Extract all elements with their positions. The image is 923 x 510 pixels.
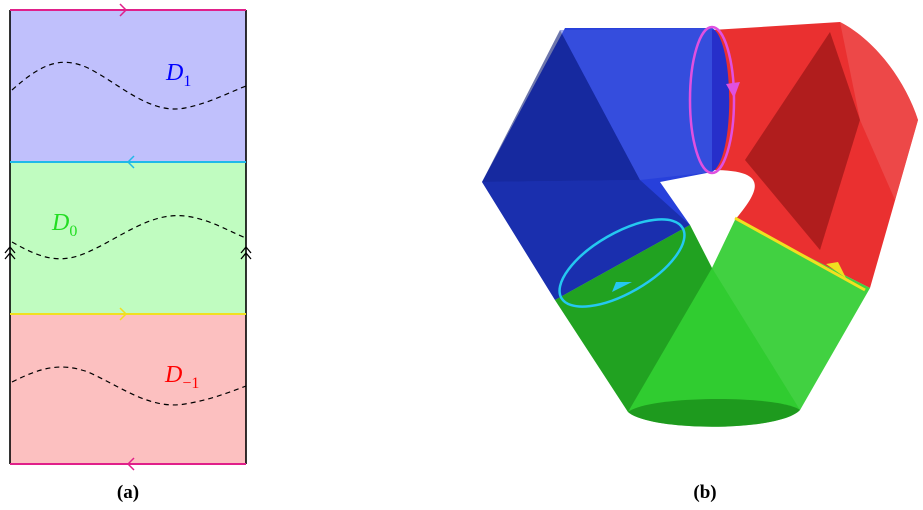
cyan-loop	[558, 218, 686, 308]
label-d0: D0	[51, 210, 77, 240]
panel-a: D1 D0 D−1 (a)	[4, 3, 252, 503]
dashed-curve-d1	[11, 61, 247, 110]
dashed-curve-dminus1	[11, 366, 247, 406]
magenta-loop	[688, 25, 736, 175]
magenta-loop-arrow-icon	[726, 82, 740, 98]
left-double-arrow-icon	[4, 245, 16, 260]
caption-a: (a)	[117, 482, 139, 503]
blue-tube-segment	[482, 28, 730, 300]
boundary-d0-dminus1-arrow-icon	[119, 307, 128, 321]
bottom-boundary-arrow-icon	[126, 457, 135, 471]
caption-b: (b)	[693, 482, 716, 503]
region-d0	[10, 162, 246, 314]
top-boundary-arrow-icon	[119, 3, 128, 17]
right-double-arrow-icon	[240, 245, 252, 260]
yellow-loop	[734, 216, 866, 292]
region-d1	[10, 10, 246, 162]
yellow-loop-arrow-icon	[826, 262, 846, 278]
label-d-minus-1: D−1	[164, 362, 199, 392]
region-d-minus-1	[10, 314, 246, 464]
cyan-loop-arrow-icon	[612, 282, 632, 292]
green-tube-segment	[555, 220, 870, 427]
dashed-curve-d0	[11, 215, 247, 260]
red-tube-segment	[712, 22, 918, 288]
panel-b: (b)	[482, 22, 918, 503]
boundary-d1-d0-arrow-icon	[126, 155, 135, 169]
label-d1: D1	[165, 60, 191, 90]
